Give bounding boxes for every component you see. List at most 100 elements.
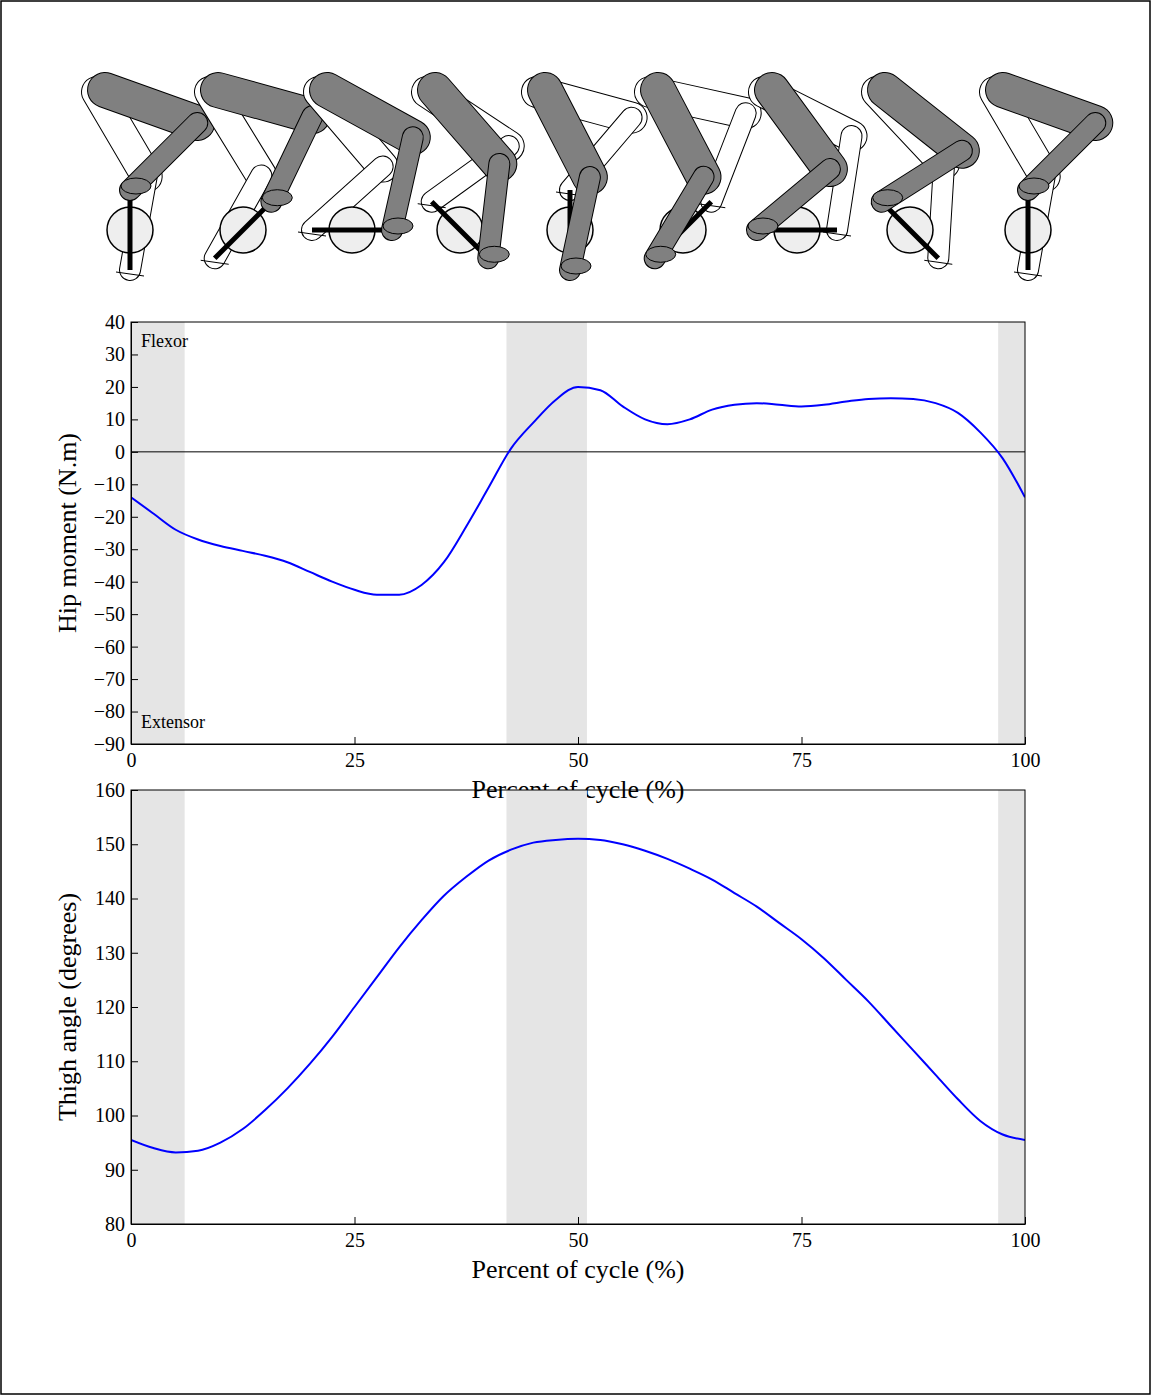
crank-figure xyxy=(97,90,197,276)
x-tick-mark xyxy=(355,737,356,744)
y-tick-label: −90 xyxy=(94,733,125,755)
x-tick-mark xyxy=(802,1217,803,1224)
near-leg-outline xyxy=(105,90,197,123)
y-tick-mark xyxy=(131,1007,138,1008)
crank-figure xyxy=(537,90,632,274)
y-tick: 130 xyxy=(95,942,138,964)
chart-panel: 02550751001601501401301201101009080Perce… xyxy=(53,779,1041,1284)
reference-line xyxy=(131,451,1025,452)
y-tick-mark xyxy=(131,419,138,420)
far-foot xyxy=(298,232,326,236)
near-foot xyxy=(561,258,591,274)
x-axis: 0255075100 xyxy=(127,1217,1041,1251)
y-tick-label: 130 xyxy=(95,942,125,964)
crank-arm xyxy=(128,190,133,270)
y-tick: −40 xyxy=(94,571,138,593)
y-tick: −30 xyxy=(94,538,138,560)
y-tick-mark xyxy=(131,1170,138,1171)
crank-figure xyxy=(995,90,1095,276)
x-axis: 0255075100 xyxy=(127,737,1041,771)
y-tick: 10 xyxy=(105,408,138,430)
y-tick: 140 xyxy=(95,887,138,909)
y-tick: 120 xyxy=(95,996,138,1018)
illustrations xyxy=(97,90,1095,276)
crank-arm xyxy=(1026,190,1031,270)
near-leg xyxy=(885,90,962,151)
x-axis-title: Percent of cycle (%) xyxy=(472,1255,685,1284)
y-tick-mark xyxy=(131,744,138,745)
far-foot xyxy=(201,260,229,264)
near-leg xyxy=(545,90,590,177)
x-tick-mark xyxy=(1025,1217,1026,1224)
y-tick-label: −10 xyxy=(94,473,125,495)
shaded-span xyxy=(131,790,185,1224)
y-tick-label: −20 xyxy=(94,506,125,528)
shaded-span xyxy=(506,790,586,1224)
y-tick-mark xyxy=(131,953,138,954)
x-tick: 100 xyxy=(1011,737,1041,771)
near-leg xyxy=(271,116,312,202)
y-tick-label: 30 xyxy=(105,343,125,365)
x-tick-label: 50 xyxy=(569,749,589,771)
y-tick-mark xyxy=(131,1224,138,1225)
y-tick-mark xyxy=(131,322,138,323)
y-tick-label: 80 xyxy=(105,1213,125,1235)
x-tick-label: 25 xyxy=(345,1229,365,1251)
crank-figure xyxy=(873,90,962,264)
y-tick-label: 10 xyxy=(105,408,125,430)
y-tick: 150 xyxy=(95,833,138,855)
near-leg xyxy=(435,90,499,164)
y-tick: −50 xyxy=(94,603,138,625)
y-tick-label: 90 xyxy=(105,1159,125,1181)
plot-frame xyxy=(131,322,1025,744)
near-leg-outline xyxy=(218,90,312,116)
y-tick: 30 xyxy=(105,343,138,365)
y-tick-mark xyxy=(131,899,138,900)
y-tick-label: −50 xyxy=(94,603,125,625)
y-tick: 20 xyxy=(105,376,138,398)
x-tick-label: 100 xyxy=(1011,1229,1041,1251)
y-tick-mark xyxy=(131,452,138,453)
x-tick: 25 xyxy=(345,737,365,771)
y-axis: 403020100−10−20−30−40−50−60−70−80−90 xyxy=(94,311,138,755)
figure-border xyxy=(1,1,1150,1394)
y-tick: 0 xyxy=(115,441,138,463)
shaded-span xyxy=(998,322,1025,744)
y-tick: 90 xyxy=(105,1159,138,1181)
x-tick-label: 50 xyxy=(569,1229,589,1251)
y-tick: −80 xyxy=(94,700,138,722)
y-axis-title: Hip moment (N.m) xyxy=(53,433,82,633)
x-tick-label: 0 xyxy=(127,1229,137,1251)
y-axis-line xyxy=(131,323,132,745)
y-tick-label: 160 xyxy=(95,779,125,801)
near-foot xyxy=(873,190,903,206)
y-tick-mark xyxy=(131,1116,138,1117)
y-tick-mark xyxy=(131,387,138,388)
crank-arm xyxy=(882,202,939,259)
near-leg xyxy=(1003,90,1095,123)
crank-figure xyxy=(201,90,313,264)
near-leg xyxy=(488,164,499,258)
y-tick-label: 150 xyxy=(95,833,125,855)
near-foot xyxy=(748,218,778,234)
shaded-span xyxy=(131,322,185,744)
y-tick-label: 140 xyxy=(95,887,125,909)
y-tick: −70 xyxy=(94,668,138,690)
x-tick-mark xyxy=(578,737,579,744)
y-tick: 80 xyxy=(105,1213,138,1235)
y-tick-mark xyxy=(131,354,138,355)
far-foot xyxy=(924,260,952,264)
x-tick: 75 xyxy=(792,737,812,771)
y-tick: 160 xyxy=(95,779,138,801)
y-tick-mark xyxy=(131,582,138,583)
near-leg xyxy=(327,90,413,137)
near-leg-outline xyxy=(327,90,413,137)
y-axis: 1601501401301201101009080 xyxy=(95,779,138,1235)
y-tick: 100 xyxy=(95,1104,138,1126)
y-tick-mark xyxy=(131,614,138,615)
x-tick: 50 xyxy=(569,1217,589,1251)
data-line xyxy=(131,839,1025,1153)
y-tick-label: 0 xyxy=(115,441,125,463)
y-tick-label: −80 xyxy=(94,700,125,722)
near-leg-outline xyxy=(435,90,499,164)
